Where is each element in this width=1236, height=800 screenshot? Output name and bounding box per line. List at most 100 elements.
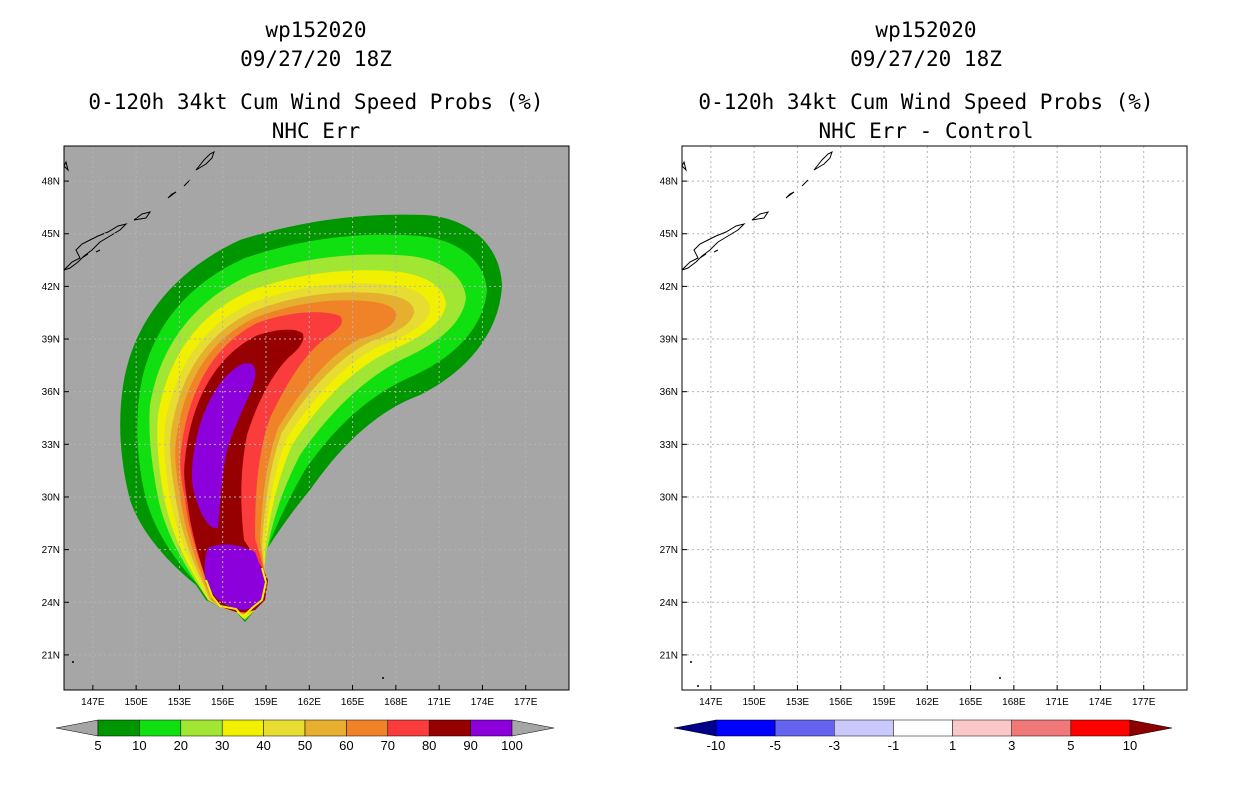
x-tick-label: 162E [916,697,940,708]
left-colorbar-swatch [139,719,182,737]
left-panel-product: 0-120h 34kt Cum Wind Speed Probs (%) [88,90,544,114]
left-map-frame [63,145,570,691]
right-colorbar-swatch [1070,719,1131,737]
contour-90pct [191,363,266,610]
left-probability-map: 147E 150E 153E 156E 159E 162E 165E 168E 171E 174E… [42,145,570,708]
y-tick-label: 30N [42,492,60,503]
left-colorbar-swatch [346,719,389,737]
right-colorbar: -10 -5 -3 -1 1 3 5 10 [673,719,1173,753]
x-tick-label: 171E [1045,697,1069,708]
y-tick-label: 21N [660,650,678,661]
left-colorbar-label: 40 [256,738,270,753]
right-panel-subtitle: NHC Err - Control [818,119,1034,143]
small-island [999,677,1001,679]
left-colorbar-swatch [428,719,471,737]
x-tick-label: 153E [786,697,810,708]
small-island [382,677,384,679]
right-difference-map: 147E 150E 153E 156E 159E 162E 165E 168E 171E 174E… [660,145,1188,708]
x-tick-label: 177E [1132,697,1156,708]
left-colorbar-label: 70 [381,738,395,753]
right-axis-ticks: 147E 150E 153E 156E 159E 162E 165E 168E 171E 174E… [660,177,1156,708]
right-colorbar-swatch [952,719,1012,737]
small-island [690,661,692,663]
x-tick-label: 162E [298,697,322,708]
x-tick-label: 165E [959,697,983,708]
y-tick-label: 27N [42,545,60,556]
left-colorbar-label: 90 [463,738,477,753]
y-tick-label: 45N [42,229,60,240]
right-colorbar-label: 5 [1067,738,1074,753]
left-grid-lines [64,146,569,690]
left-colorbar-label: 30 [215,738,229,753]
left-panel-datetime: 09/27/20 18Z [240,47,392,71]
left-colorbar-label: 80 [422,738,436,753]
x-tick-label: 153E [168,697,192,708]
left-colorbar-label: 20 [174,738,188,753]
y-tick-label: 33N [42,440,60,451]
left-colorbar-label: 50 [298,738,312,753]
y-tick-label: 33N [660,440,678,451]
right-grid-lines [682,146,1187,690]
right-map-background [682,146,1187,690]
right-colorbar-swatch [715,719,776,737]
right-colorbar-swatch [774,719,835,737]
left-colorbar-swatch [180,719,223,737]
right-map-frame [681,145,1188,691]
left-colorbar-label: 5 [94,738,101,753]
y-tick-label: 36N [42,387,60,398]
right-colorbar-label: 1 [949,738,956,753]
left-colorbar-swatch [263,719,306,737]
x-tick-label: 150E [742,697,766,708]
y-tick-label: 48N [42,177,60,188]
right-colorbar-swatch [893,719,953,737]
x-tick-label: 147E [81,697,105,708]
right-colorbar-high-triangle [1129,719,1173,737]
left-colorbar-high-triangle [511,719,555,737]
left-panel-subtitle: NHC Err [271,119,361,143]
small-island [697,685,699,687]
y-tick-label: 42N [660,282,678,293]
right-panel-datetime: 09/27/20 18Z [850,47,1002,71]
right-colorbar-label: -5 [769,738,781,753]
y-tick-label: 27N [660,545,678,556]
left-panel-storm-id: wp152020 [265,18,367,42]
small-island [72,661,74,663]
y-tick-label: 24N [660,598,678,609]
left-colorbar-label: 60 [339,738,353,753]
right-panel-storm-id: wp152020 [875,18,977,42]
x-tick-label: 159E [254,697,278,708]
x-tick-label: 174E [471,697,495,708]
y-tick-label: 21N [42,650,60,661]
x-tick-label: 174E [1089,697,1113,708]
left-colorbar: 5 10 20 30 40 50 60 70 80 90 100 [55,719,555,753]
right-colorbar-swatch [1011,719,1072,737]
x-tick-label: 156E [211,697,235,708]
right-colorbar-swatch [834,719,894,737]
right-colorbar-label: -1 [888,738,900,753]
left-colorbar-swatch [387,719,430,737]
japan-coastline [682,151,833,271]
left-colorbar-swatch [304,719,347,737]
y-tick-label: 30N [660,492,678,503]
y-tick-label: 39N [42,335,60,346]
y-tick-label: 24N [42,598,60,609]
x-tick-label: 150E [124,697,148,708]
right-panel-product: 0-120h 34kt Cum Wind Speed Probs (%) [698,90,1154,114]
right-colorbar-label: -3 [829,738,841,753]
x-tick-label: 159E [872,697,896,708]
x-tick-label: 177E [514,697,538,708]
left-colorbar-swatch [221,719,264,737]
x-tick-label: 156E [829,697,853,708]
y-tick-label: 36N [660,387,678,398]
right-colorbar-label: 3 [1008,738,1015,753]
right-colorbar-label: -10 [707,738,726,753]
left-colorbar-swatch [97,719,140,737]
right-colorbar-low-triangle [673,719,717,737]
japan-coastline [64,151,215,271]
x-tick-label: 168E [1002,697,1026,708]
left-colorbar-label: 100 [501,738,523,753]
x-tick-label: 168E [384,697,408,708]
storm-track-yellow [205,567,268,619]
left-colorbar-label: 10 [132,738,146,753]
y-tick-label: 42N [42,282,60,293]
